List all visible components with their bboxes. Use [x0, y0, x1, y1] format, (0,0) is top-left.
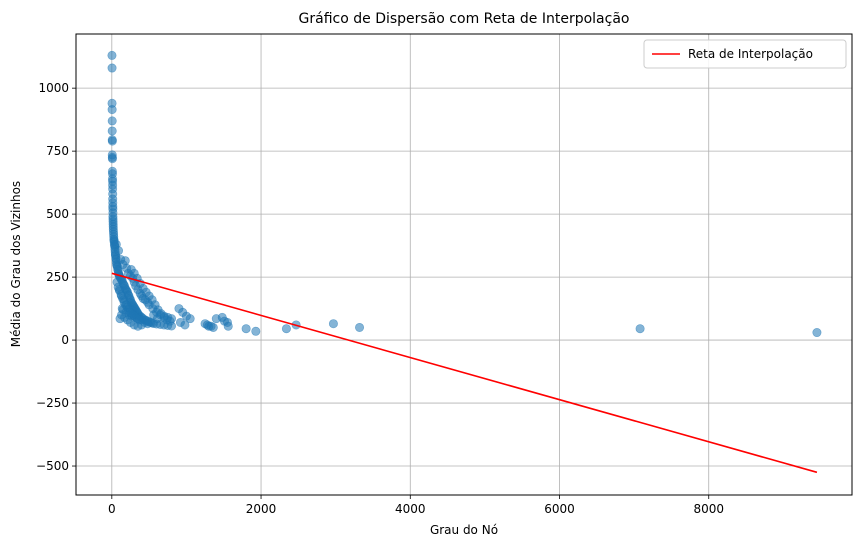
scatter-point — [208, 322, 218, 332]
y-axis: −500 −250 0 250 500 750 1000 — [36, 81, 76, 473]
scatter-point — [134, 315, 144, 325]
x-tick-label: 6000 — [544, 502, 575, 516]
scatter-point — [107, 116, 117, 126]
y-tick-label: 250 — [46, 270, 69, 284]
grid — [76, 34, 852, 495]
scatter-point — [152, 314, 162, 324]
scatter-point — [107, 154, 117, 164]
x-tick-label: 2000 — [246, 502, 277, 516]
x-tick-label: 4000 — [395, 502, 426, 516]
legend: Reta de Interpolação — [643, 39, 847, 69]
y-tick-label: 500 — [46, 207, 69, 221]
scatter-point — [180, 320, 190, 330]
x-tick-label: 0 — [108, 502, 116, 516]
scatter-point — [107, 126, 117, 136]
x-axis-label: Grau do Nó — [430, 523, 498, 537]
interpolation-line-layer — [111, 272, 818, 474]
scatter-point — [107, 136, 117, 146]
scatter-point — [281, 324, 291, 334]
legend-box — [643, 39, 847, 69]
y-axis-label: Média do Grau dos Vizinhos — [9, 181, 23, 347]
y-tick-label: 1000 — [38, 81, 69, 95]
scatter-point — [107, 63, 117, 73]
chart-title: Gráfico de Dispersão com Reta de Interpo… — [299, 11, 630, 27]
scatter-point — [635, 324, 645, 334]
x-tick-label: 8000 — [693, 502, 724, 516]
scatter-point — [355, 322, 365, 332]
scatter-point — [165, 316, 175, 326]
y-tick-label: 750 — [46, 144, 69, 158]
scatter-point — [223, 321, 233, 331]
legend-label: Reta de Interpolação — [688, 47, 813, 61]
plot-area-frame — [75, 33, 853, 496]
scatter-point — [185, 314, 195, 324]
scatter-point — [241, 324, 251, 334]
scatter-point — [251, 326, 261, 336]
y-tick-label: −500 — [36, 459, 69, 473]
scatter-point — [115, 314, 125, 324]
scatter-point — [107, 105, 117, 115]
scatter-point — [812, 328, 822, 338]
y-tick-label: 0 — [61, 333, 69, 347]
scatter-point — [114, 246, 124, 256]
scatter-point — [107, 50, 117, 60]
scatter-point — [120, 256, 130, 266]
interpolation-line — [111, 272, 818, 474]
y-tick-label: −250 — [36, 396, 69, 410]
scatter-point — [328, 319, 338, 329]
x-axis: 0 2000 4000 6000 8000 — [108, 495, 724, 516]
